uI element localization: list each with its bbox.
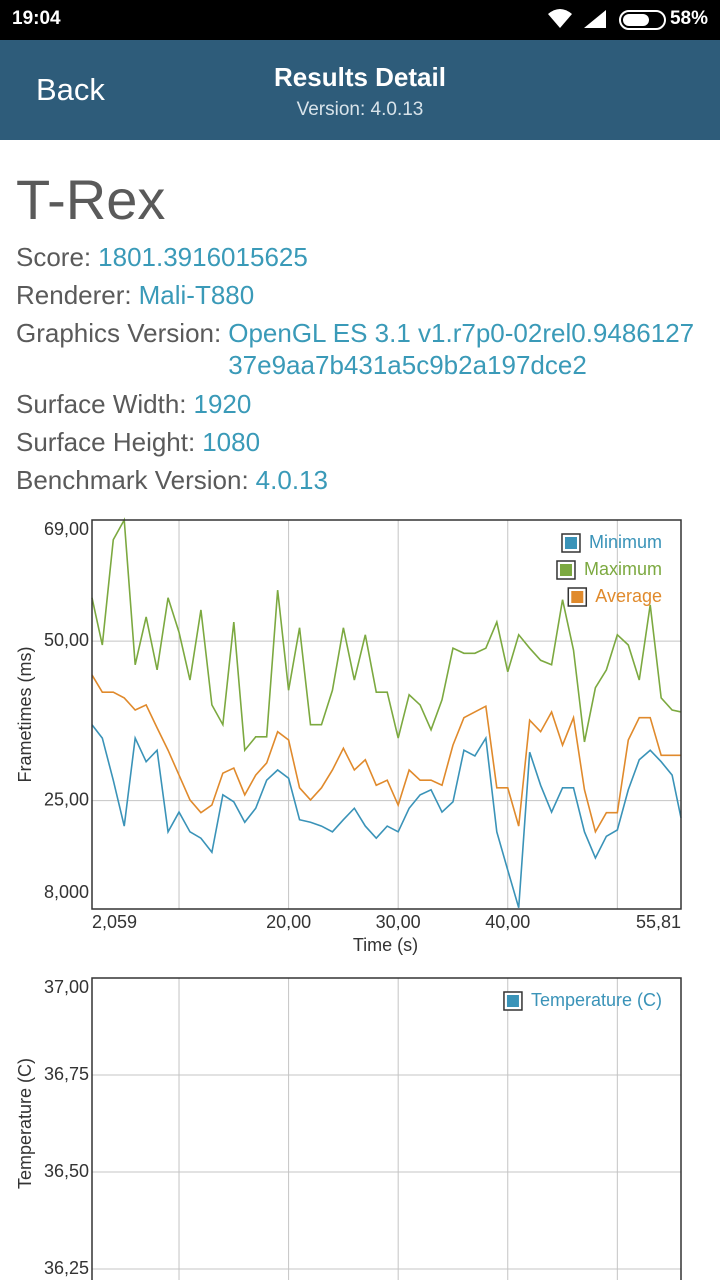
legend-label: Temperature (C) xyxy=(531,990,662,1010)
battery-level xyxy=(623,14,649,26)
y-tick-label: 36,25 xyxy=(44,1258,89,1278)
plot-frame xyxy=(91,519,682,910)
detail-label: Surface Height: xyxy=(16,427,196,457)
detail-value: 1801.3916015625 xyxy=(98,242,308,272)
y-tick-label: 36,75 xyxy=(44,1064,89,1084)
legend-swatch xyxy=(559,564,572,576)
legend-swatch xyxy=(506,995,519,1007)
x-tick-label: 30,00 xyxy=(376,912,421,932)
y-tick-label: 36,50 xyxy=(44,1161,89,1181)
test-name: T-Rex xyxy=(16,168,166,231)
screen-title: Results Detail xyxy=(274,62,446,92)
status-icons xyxy=(548,9,666,30)
y-tick-label: 8,000 xyxy=(44,882,89,902)
status-bar: 19:04 58% xyxy=(0,0,720,40)
plot-area xyxy=(92,978,681,1280)
app-bar: Back Results Detail Version: 4.0.13 xyxy=(0,40,720,140)
plot-area xyxy=(92,520,681,909)
wifi-icon xyxy=(548,9,572,28)
detail-row: Surface Width: 1920 xyxy=(16,388,706,420)
legend-label: Average xyxy=(595,586,662,606)
detail-row: Renderer: Mali-T880 xyxy=(16,279,706,311)
series-line xyxy=(91,674,681,834)
y-tick-label: 37,00 xyxy=(44,977,89,997)
detail-label: Surface Width: xyxy=(16,389,187,419)
detail-value: Mali-T880 xyxy=(138,280,255,310)
y-tick-label: 50,00 xyxy=(44,630,89,650)
detail-label: Score: xyxy=(16,242,92,272)
clock: 19:04 xyxy=(12,8,61,29)
detail-label: Renderer: xyxy=(16,280,132,310)
detail-row: Surface Height: 1080 xyxy=(16,426,706,458)
legend-label: Maximum xyxy=(584,559,662,579)
series-line xyxy=(91,724,682,908)
detail-row: Graphics Version: OpenGL ES 3.1 v1.r7p0-0… xyxy=(16,317,706,381)
x-tick-label: 2,059 xyxy=(92,912,137,932)
y-axis-title: Temperature (C) xyxy=(15,1058,35,1189)
detail-row: Score: 1801.3916015625 xyxy=(16,241,706,273)
plot-frame xyxy=(91,977,682,1280)
y-tick-label: 25,00 xyxy=(44,789,89,809)
x-tick-label: 40,00 xyxy=(485,912,530,932)
detail-label: Graphics Version: xyxy=(16,318,222,348)
x-tick-label: 20,00 xyxy=(266,912,311,932)
y-tick-label: 69,00 xyxy=(44,519,89,539)
detail-row: Benchmark Version: 4.0.13 xyxy=(16,464,706,496)
detail-label: Benchmark Version: xyxy=(16,465,249,495)
battery-icon xyxy=(619,10,666,30)
legend-swatch xyxy=(571,591,584,603)
detail-value: 1920 xyxy=(193,389,252,419)
detail-value: OpenGL ES 3.1 v1.r7p0-02rel0.948612737e9… xyxy=(228,318,695,380)
series-line xyxy=(91,517,682,753)
y-axis-title: Frametimes (ms) xyxy=(15,647,35,783)
legend-label: Minimum xyxy=(589,532,662,552)
signal-icon xyxy=(584,10,606,28)
legend-swatch xyxy=(564,537,577,549)
version-subtitle: Version: 4.0.13 xyxy=(296,99,424,120)
detail-value: 4.0.13 xyxy=(255,465,328,495)
x-tick-label: 55,81 xyxy=(636,912,681,932)
detail-value: 1080 xyxy=(202,427,261,457)
x-axis-title: Time (s) xyxy=(353,935,418,955)
back-button[interactable]: Back xyxy=(36,72,105,107)
battery-text: 58% xyxy=(669,8,708,29)
